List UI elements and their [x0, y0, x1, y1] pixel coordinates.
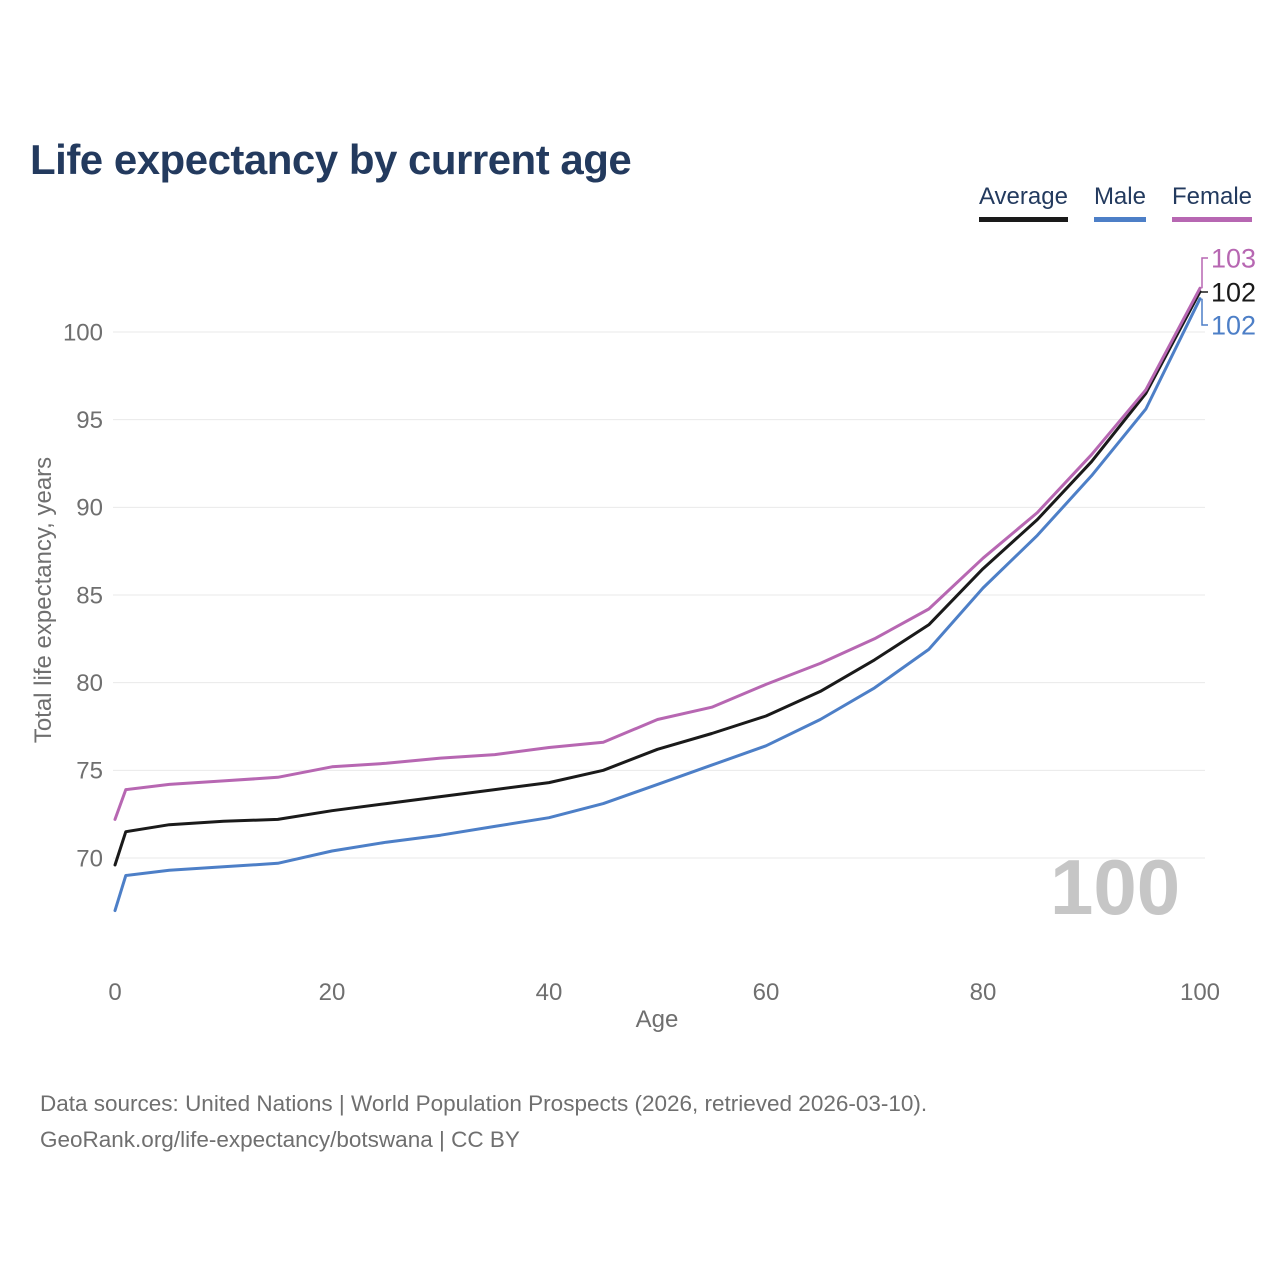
- end-label-male: 102: [1211, 310, 1256, 340]
- footer-line-1: Data sources: United Nations | World Pop…: [40, 1091, 928, 1116]
- page-title: Life expectancy by current age: [30, 136, 632, 184]
- data-source-footer: Data sources: United Nations | World Pop…: [40, 1086, 1240, 1158]
- x-tick-label: 0: [108, 979, 121, 1006]
- legend-label-male: Male: [1093, 183, 1146, 210]
- y-tick-label: 90: [76, 495, 103, 522]
- end-label-female: 103: [1211, 243, 1256, 273]
- series-line-average: [113, 290, 1202, 867]
- legend-label-average: Average: [978, 183, 1068, 210]
- end-label-connector-male: [1201, 298, 1208, 326]
- x-tick-label: 20: [319, 979, 346, 1006]
- end-label-average: 102: [1211, 277, 1256, 307]
- legend-item-average[interactable]: Average: [978, 183, 1068, 222]
- x-axis-title: Age: [635, 1006, 679, 1033]
- y-tick-label: 70: [76, 845, 103, 872]
- legend-item-female[interactable]: Female: [1171, 183, 1252, 222]
- x-tick-label: 80: [970, 979, 997, 1006]
- end-label-connector-female: [1201, 257, 1208, 289]
- series-line-female: [113, 286, 1202, 821]
- legend: Average Male Female: [978, 183, 1252, 222]
- x-tick-label: 40: [536, 979, 563, 1006]
- age-counter-watermark: 100: [1050, 843, 1181, 931]
- y-tick-label: 75: [76, 758, 103, 785]
- y-tick-label: 80: [76, 670, 103, 697]
- x-tick-label: 100: [1180, 979, 1220, 1006]
- legend-label-female: Female: [1171, 183, 1252, 210]
- y-tick-label: 85: [76, 582, 103, 609]
- y-tick-label: 95: [76, 407, 103, 434]
- footer-line-2: GeoRank.org/life-expectancy/botswana | C…: [40, 1127, 520, 1152]
- y-tick-label: 100: [63, 319, 103, 346]
- y-axis-title: Total life expectancy, years: [30, 456, 57, 744]
- series-line-male: [113, 297, 1202, 913]
- legend-item-male[interactable]: Male: [1093, 183, 1146, 222]
- x-tick-label: 60: [753, 979, 780, 1006]
